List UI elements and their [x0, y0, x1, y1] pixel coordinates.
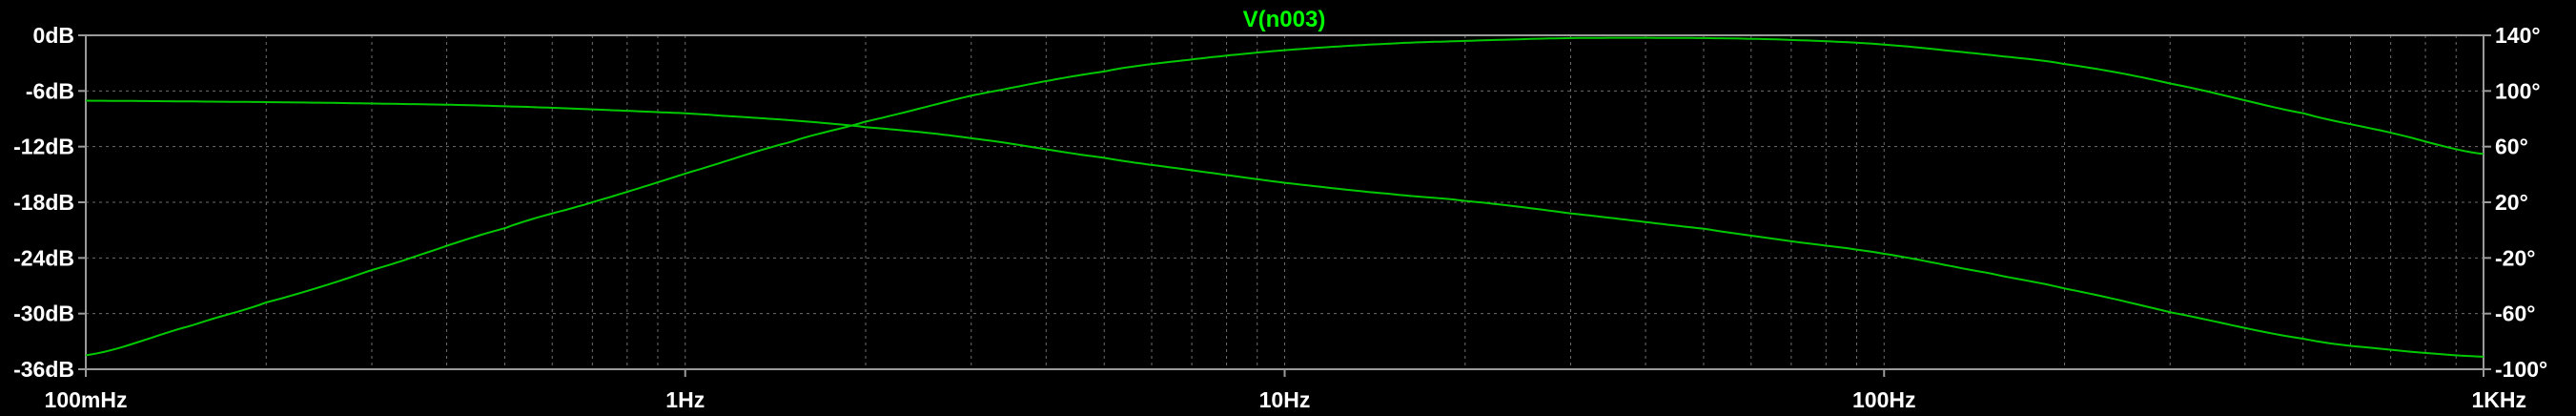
x-tick-label: 100Hz [1852, 387, 1915, 412]
y-left-tick-label: 0dB [33, 23, 74, 48]
y-left-tick-label: -18dB [13, 190, 74, 215]
chart-title: V(n003) [1243, 7, 1326, 32]
y-right-tick-label: 100° [2495, 78, 2541, 103]
magnitude-trace [85, 36, 2484, 357]
y-left-tick-label: -24dB [13, 245, 74, 270]
y-left-tick-label: -30dB [13, 302, 74, 326]
y-left-tick-label: -6dB [26, 78, 74, 103]
x-tick-label: 1KHz [2471, 387, 2526, 412]
x-tick-label: 100mHz [45, 387, 128, 412]
x-tick-label: 10Hz [1259, 387, 1311, 412]
axis-labels: 0dB -6dB -12dB -18dB -24dB -30dB -36dB 140° 100°… [13, 23, 2547, 412]
y-right-tick-label: 20° [2495, 190, 2528, 215]
y-left-tick-label: -36dB [13, 357, 74, 382]
y-left-tick-label: -12dB [13, 135, 74, 159]
y-right-tick-label: -60° [2495, 302, 2535, 326]
y-right-tick-label: 60° [2495, 135, 2528, 159]
x-tick-label: 1Hz [665, 387, 705, 412]
traces [85, 36, 2484, 358]
y-right-tick-label: 140° [2495, 23, 2541, 48]
y-right-tick-label: -100° [2495, 357, 2547, 382]
y-right-tick-label: -20° [2495, 245, 2535, 270]
grid [86, 35, 2484, 369]
phase-trace [85, 99, 2484, 358]
